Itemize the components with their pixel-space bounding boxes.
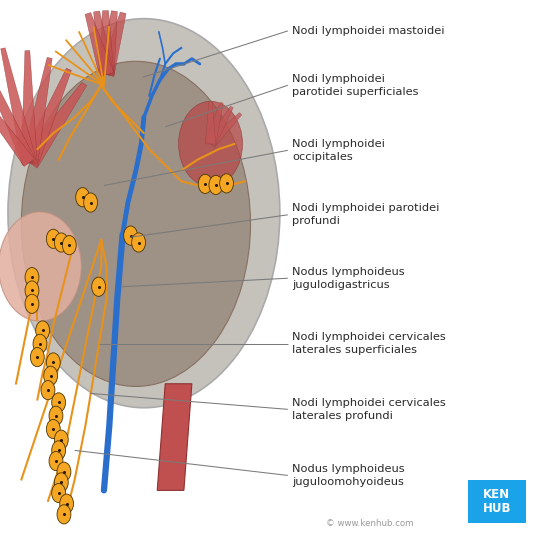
Polygon shape (21, 82, 87, 168)
Polygon shape (21, 68, 71, 166)
Ellipse shape (54, 430, 68, 449)
Ellipse shape (25, 268, 39, 287)
Ellipse shape (52, 441, 66, 460)
Ellipse shape (52, 393, 66, 412)
Text: Nodi lymphoidei parotidei
profundi: Nodi lymphoidei parotidei profundi (292, 204, 440, 226)
Ellipse shape (209, 175, 223, 195)
Polygon shape (21, 58, 52, 164)
Ellipse shape (60, 494, 74, 513)
Ellipse shape (0, 212, 81, 321)
Ellipse shape (30, 348, 44, 367)
Ellipse shape (33, 334, 47, 353)
Ellipse shape (41, 381, 55, 400)
Polygon shape (205, 102, 223, 146)
Polygon shape (99, 11, 114, 75)
Ellipse shape (57, 505, 71, 524)
Ellipse shape (36, 321, 50, 340)
Ellipse shape (46, 419, 60, 439)
Ellipse shape (220, 174, 233, 193)
Ellipse shape (62, 236, 76, 255)
Text: Nodus lymphoideus
jugulodigastricus: Nodus lymphoideus jugulodigastricus (292, 267, 405, 289)
Text: Nodi lymphoidei cervicales
laterales profundi: Nodi lymphoidei cervicales laterales pro… (292, 398, 446, 421)
Ellipse shape (124, 226, 138, 245)
Text: Nodi lymphoidei
parotidei superficiales: Nodi lymphoidei parotidei superficiales (292, 74, 418, 96)
Ellipse shape (132, 233, 146, 252)
Ellipse shape (179, 101, 243, 187)
Polygon shape (99, 12, 126, 77)
Ellipse shape (54, 473, 68, 492)
Polygon shape (99, 11, 117, 76)
Text: Nodus lymphoideus
juguloomohyoideus: Nodus lymphoideus juguloomohyoideus (292, 464, 405, 487)
Ellipse shape (84, 193, 98, 212)
Text: © www.kenhub.com: © www.kenhub.com (326, 519, 413, 528)
Polygon shape (206, 106, 233, 147)
Ellipse shape (198, 174, 212, 193)
Text: KEN
HUB: KEN HUB (482, 488, 511, 515)
Ellipse shape (25, 294, 39, 313)
Ellipse shape (76, 188, 90, 207)
Ellipse shape (54, 233, 68, 252)
Ellipse shape (46, 229, 60, 248)
Ellipse shape (57, 462, 71, 481)
Ellipse shape (8, 19, 280, 408)
Polygon shape (94, 11, 114, 76)
Ellipse shape (46, 353, 60, 372)
Polygon shape (207, 112, 242, 148)
Ellipse shape (52, 483, 66, 503)
Text: Nodi lymphoidei
occipitales: Nodi lymphoidei occipitales (292, 139, 385, 161)
Ellipse shape (92, 277, 106, 296)
Ellipse shape (21, 61, 251, 386)
Polygon shape (0, 51, 36, 165)
Text: Nodi lymphoidei mastoidei: Nodi lymphoidei mastoidei (292, 26, 445, 36)
Polygon shape (157, 384, 192, 490)
Ellipse shape (49, 406, 63, 425)
Polygon shape (21, 51, 37, 163)
Bar (468, 480, 526, 523)
Ellipse shape (25, 281, 39, 300)
Polygon shape (0, 59, 35, 166)
Polygon shape (1, 48, 37, 164)
Text: Nodi lymphoidei cervicales
laterales superficiales: Nodi lymphoidei cervicales laterales sup… (292, 333, 446, 355)
Ellipse shape (44, 366, 58, 385)
Ellipse shape (49, 451, 63, 471)
Polygon shape (205, 101, 216, 144)
Polygon shape (85, 13, 114, 77)
